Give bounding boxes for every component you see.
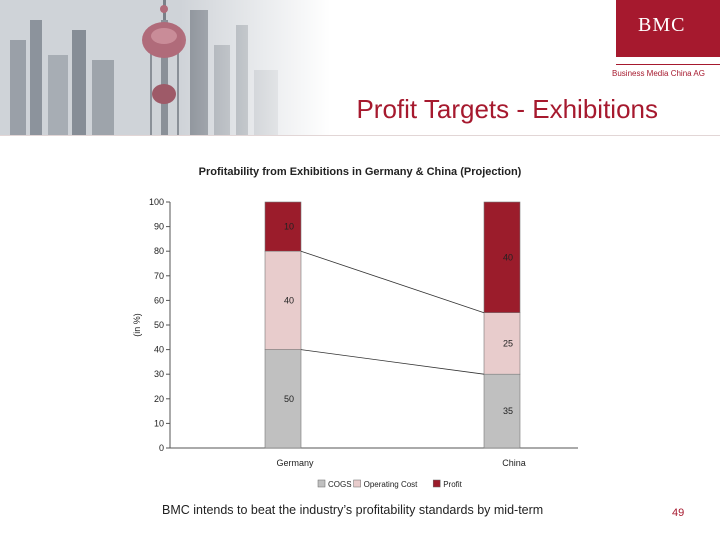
series-connector-line [300, 250, 485, 314]
page-title: Profit Targets - Exhibitions [356, 94, 658, 124]
bar-segment-cogs [264, 349, 302, 449]
photo-fade [180, 0, 330, 135]
bar-segment-operating-cost [483, 312, 521, 375]
x-tick-label: Germany [276, 458, 314, 468]
header-divider [0, 135, 720, 136]
y-tick-label: 30 [154, 369, 164, 379]
legend-swatch [353, 479, 361, 488]
legend-entry: Operating Cost [364, 480, 419, 489]
data-label: 40 [284, 295, 294, 305]
y-tick-label: 80 [154, 246, 164, 256]
data-label: 35 [503, 406, 513, 416]
bar-segment-profit [483, 201, 521, 313]
data-label: 25 [503, 338, 513, 348]
series-connector-line [300, 349, 485, 375]
y-tick-label: 100 [149, 197, 164, 207]
bar-segment-operating-cost [264, 250, 302, 350]
y-tick-label: 10 [154, 418, 164, 428]
x-tick-label: China [502, 458, 526, 468]
y-tick-label: 70 [154, 271, 164, 281]
page-number: 49 [672, 507, 685, 519]
bar-segment-profit [264, 201, 302, 252]
logo-block [616, 0, 720, 57]
bar-segment-cogs [483, 373, 521, 449]
logo-mark: BMC [638, 14, 686, 36]
logo-divider [616, 64, 720, 65]
data-label: 10 [284, 222, 294, 232]
chart-title: Profitability from Exhibitions in German… [198, 166, 522, 178]
skyline-photo [0, 0, 330, 135]
y-tick-label: 40 [154, 345, 164, 355]
data-label: 50 [284, 394, 294, 404]
legend-entry: Profit [443, 480, 462, 489]
legend-swatch [432, 479, 441, 488]
legend-entry: COGS [328, 480, 352, 489]
y-tick-label: 90 [154, 222, 164, 232]
y-tick-label: 0 [159, 443, 164, 453]
y-tick-label: 50 [154, 320, 164, 330]
stacked-bar-chart: 0 10 20 30 40 50 60 70 80 90 100 (in %) 50 40 10 German… [132, 197, 578, 489]
data-label: 40 [503, 252, 513, 262]
y-tick-label: 60 [154, 295, 164, 305]
footnote: BMC intends to beat the industry’s profi… [162, 503, 544, 517]
logo-subtitle: Business Media China AG [612, 69, 705, 78]
legend-swatch [317, 479, 326, 488]
y-axis-label: (in %) [132, 313, 142, 337]
y-tick-label: 20 [154, 394, 164, 404]
